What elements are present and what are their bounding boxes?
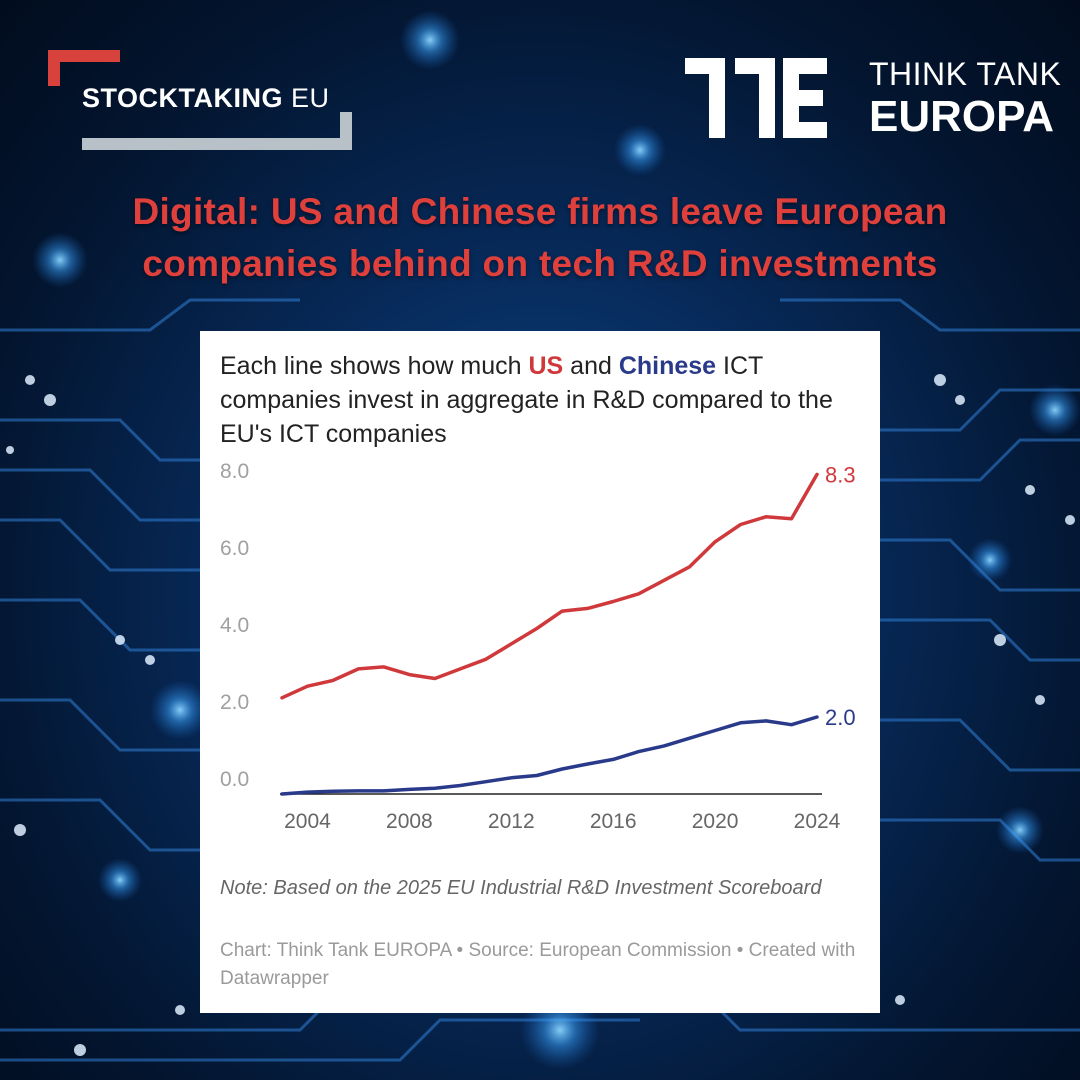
line-chart: 0.0 2.0 4.0 6.0 8.0 2004 2008 2012 2016 2020 2024 8…: [220, 460, 856, 833]
chart-title-pre: Each line shows how much: [220, 352, 529, 380]
logo-grey-bracket: [82, 112, 352, 150]
x-tick-label: 2016: [590, 810, 637, 833]
headline: Digital: US and Chinese firms leave Euro…: [20, 186, 1060, 290]
logo-line-europa: EUROPA: [869, 92, 1054, 141]
logo-text-light: EU: [283, 83, 330, 113]
y-tick-label: 4.0: [220, 614, 249, 637]
x-tick-label: 2020: [692, 810, 739, 833]
y-tick-label: 8.0: [220, 460, 249, 483]
logo-line-think-tank: THINK TANK: [869, 56, 1062, 92]
end-label-china: 2.0: [825, 705, 856, 730]
logo-text: STOCKTAKING EU: [82, 83, 330, 114]
stocktaking-eu-logo: STOCKTAKING EU: [48, 50, 358, 150]
headline-line-1: Digital: US and Chinese firms leave Euro…: [132, 191, 948, 232]
end-label-us: 8.3: [825, 462, 856, 487]
chart-card: Each line shows how much US and Chinese …: [200, 331, 880, 1013]
x-tick-label: 2024: [794, 810, 841, 833]
y-tick-label: 6.0: [220, 537, 249, 560]
tte-monogram-icon: [685, 58, 827, 138]
chart-title: Each line shows how much US and Chinese …: [220, 349, 870, 451]
chart-credit: Chart: Think Tank EUROPA • Source: Europ…: [220, 940, 856, 989]
x-tick-label: 2008: [386, 810, 433, 833]
chart-title-china: Chinese: [618, 352, 717, 380]
chart-note: Note: Based on the 2025 EU Industrial R&…: [220, 877, 822, 899]
chart-title-us: US: [528, 352, 564, 380]
y-tick-label: 0.0: [220, 768, 249, 791]
logo-red-bracket: [48, 50, 120, 86]
x-tick-label: 2004: [284, 810, 331, 833]
series-line-us: [280, 472, 819, 700]
think-tank-europa-logo: THINK TANK EUROPA: [685, 56, 1061, 144]
chart-title-and: and: [563, 352, 619, 380]
chart-title-post: ICT companies invest in aggregate in R&D…: [220, 352, 833, 448]
series-line-china: [280, 715, 819, 796]
x-tick-label: 2012: [488, 810, 535, 833]
y-tick-label: 2.0: [220, 691, 249, 714]
logo-text-bold: STOCKTAKING: [82, 83, 283, 113]
headline-line-2: companies behind on tech R&D investments: [142, 243, 938, 284]
